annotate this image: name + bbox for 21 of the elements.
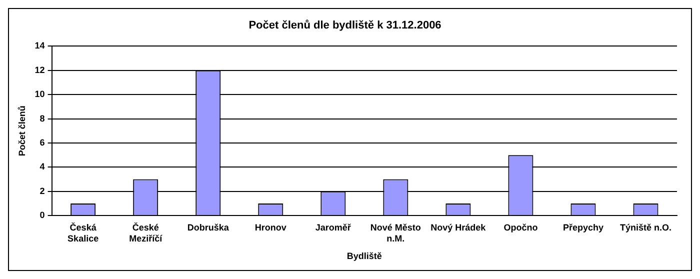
y-tick-label: 2 <box>40 186 45 196</box>
y-axis-title: Počet členů <box>16 106 27 156</box>
y-tick-label: 4 <box>40 162 45 172</box>
x-tick-label: Dobruška <box>187 222 230 232</box>
x-tick-label: Jaroměř <box>315 222 352 232</box>
x-tick-label: Česká Skalice <box>68 221 99 244</box>
y-tick-label: 0 <box>40 210 45 220</box>
x-tick-label: Hronov <box>254 222 286 232</box>
x-tick-label: České Meziříčí <box>129 221 163 244</box>
y-tick-label: 6 <box>40 137 45 148</box>
y-tick-label: 10 <box>34 89 45 100</box>
chart-title: Počet členů dle bydliště k 31.12.2006 <box>248 20 442 32</box>
y-tick-label: 8 <box>40 113 45 124</box>
y-tick-label: 14 <box>34 40 45 51</box>
x-tick-label: Nový Hrádek <box>430 222 487 232</box>
x-tick-label: Nové Město n.M. <box>370 222 422 244</box>
x-tick-label: Opočno <box>504 222 538 232</box>
x-tick-label: Přepychy <box>562 222 604 232</box>
x-tick-label: Týniště n.O. <box>620 222 672 232</box>
x-axis-title: Bydliště <box>346 251 382 262</box>
y-tick-label: 12 <box>34 64 45 75</box>
